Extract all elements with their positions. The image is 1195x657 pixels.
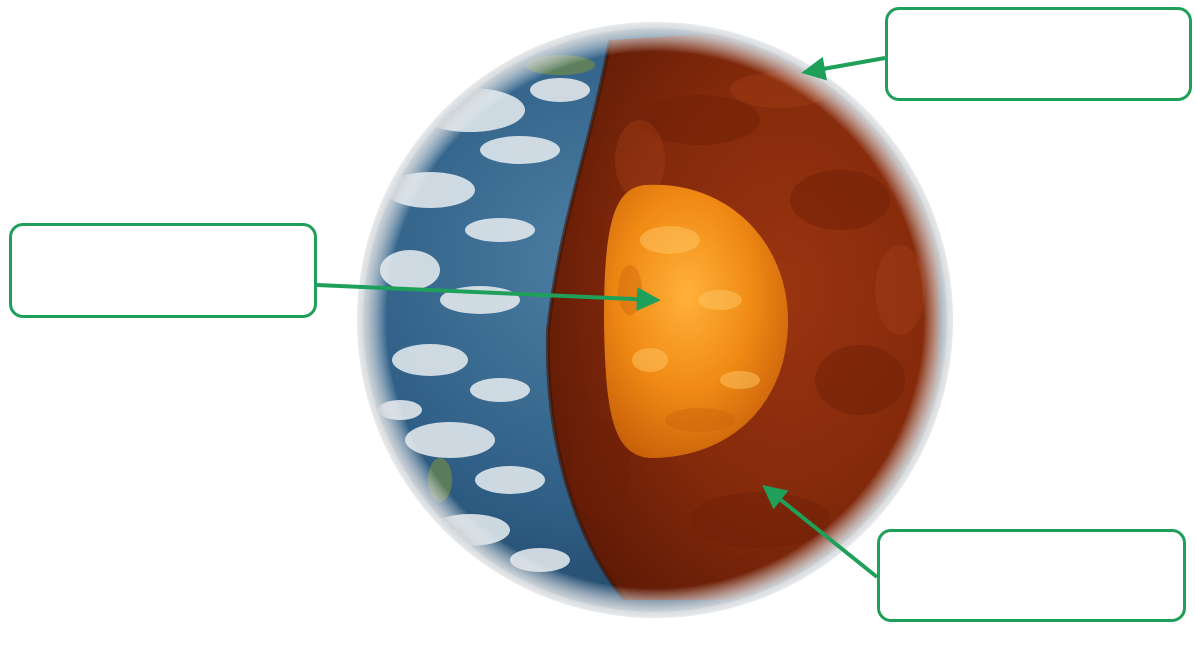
atmosphere-halo xyxy=(357,22,953,618)
arrow-to-core xyxy=(316,283,661,312)
arrow-to-crust xyxy=(801,56,886,81)
label-box-mantle[interactable] xyxy=(877,529,1186,622)
label-box-crust[interactable] xyxy=(885,7,1192,101)
arrow-to-mantle xyxy=(762,484,879,579)
label-box-core[interactable] xyxy=(9,223,317,318)
